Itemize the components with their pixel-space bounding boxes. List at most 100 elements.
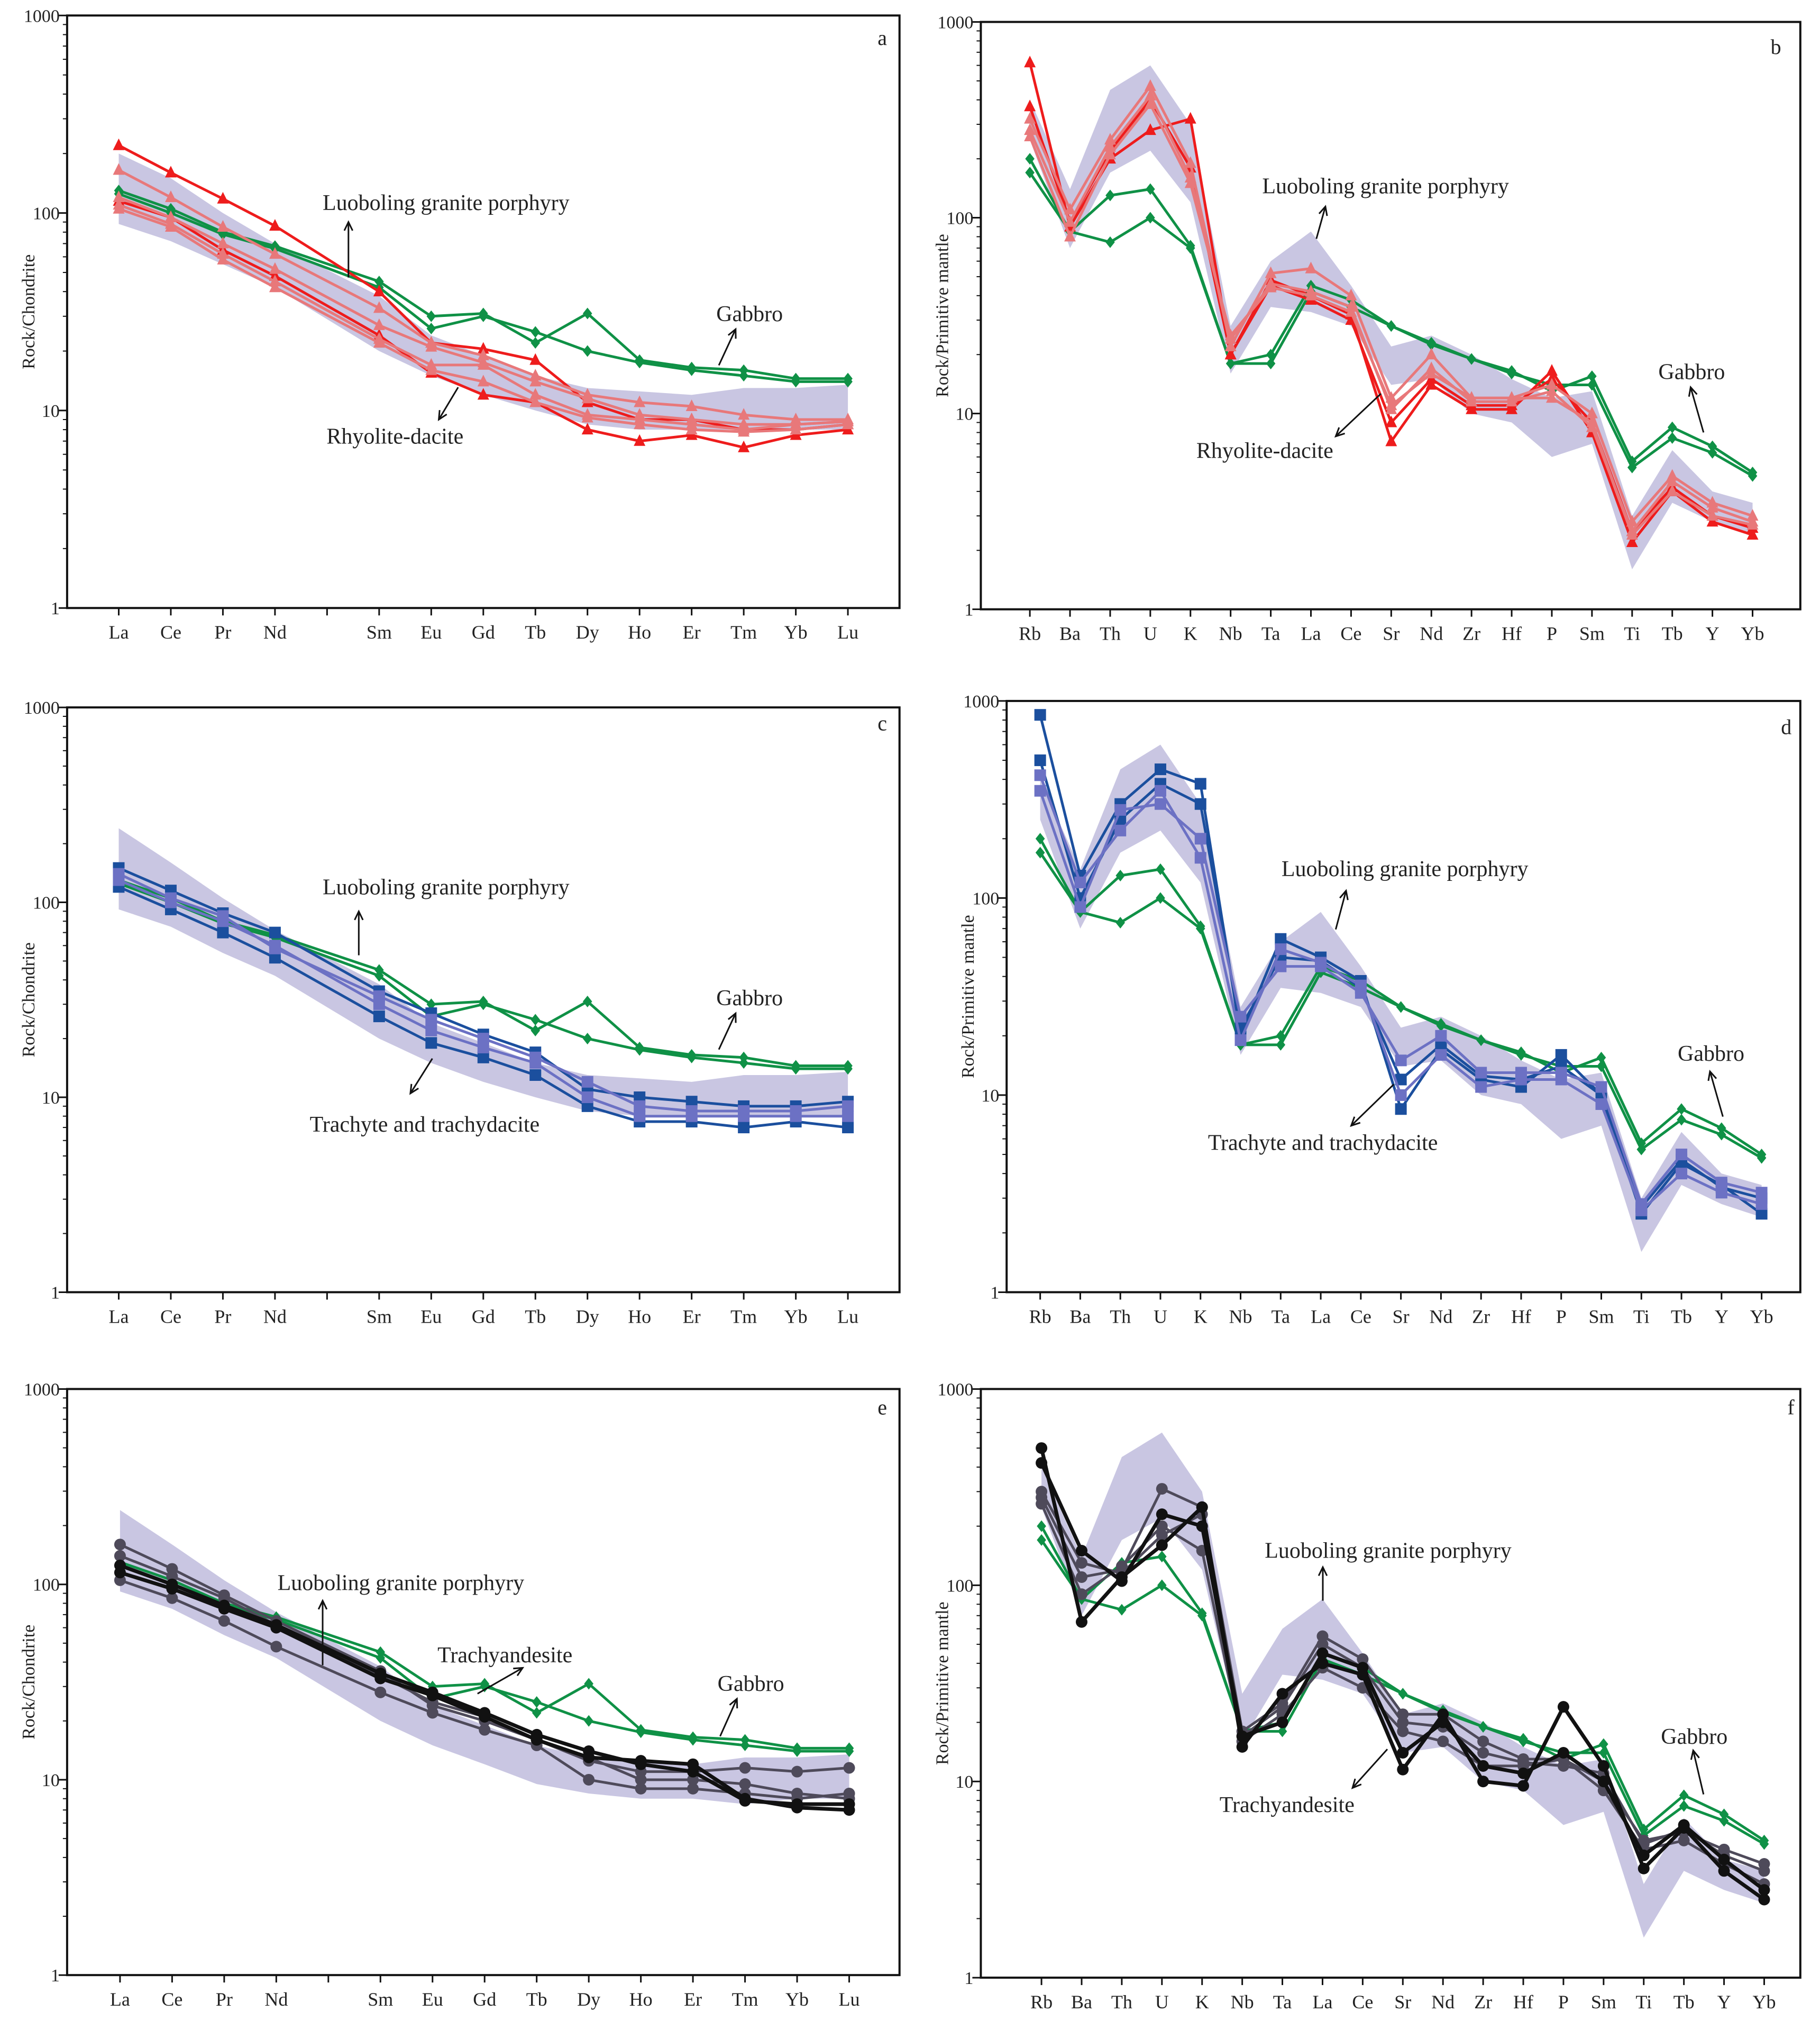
data-point — [1545, 384, 1558, 396]
data-point — [844, 1745, 854, 1757]
data-point — [1517, 1756, 1530, 1769]
data-point — [1104, 140, 1116, 152]
data-point — [842, 1122, 854, 1134]
x-tick-label: Ho — [628, 1306, 651, 1327]
data-point — [1224, 348, 1237, 360]
data-point — [1748, 470, 1758, 482]
data-point — [739, 1792, 751, 1805]
x-tick-label: Dy — [576, 1306, 599, 1327]
series-gabbro — [1037, 1520, 1769, 1846]
annotation-label: Luoboling granite porphyry — [323, 875, 570, 899]
panel-b: 1 10 100 1000 Rock/Primitive mantle Rb Ba Th U K N… — [932, 13, 1801, 644]
annotation-label: Luoboling granite porphyry — [1265, 1539, 1512, 1563]
data-point — [1678, 1819, 1690, 1831]
x-tick-label: Yb — [1741, 623, 1764, 644]
data-point — [479, 1710, 491, 1723]
data-point — [1025, 167, 1035, 179]
data-point — [1225, 358, 1236, 370]
x-tick-label: Sr — [1383, 623, 1400, 644]
y-tick-label: 1000 — [24, 1380, 60, 1399]
data-point — [1758, 1884, 1770, 1896]
data-point — [1666, 474, 1678, 486]
series-rhyolite-dacite — [1024, 97, 1759, 540]
data-point — [426, 310, 436, 322]
data-point — [1396, 1001, 1406, 1013]
data-point — [1706, 509, 1718, 521]
arrowhead-icon — [1351, 1778, 1362, 1789]
data-point — [581, 1100, 593, 1112]
data-point — [269, 280, 281, 293]
data-point — [1196, 1501, 1208, 1513]
x-tick-label: Rb — [1019, 623, 1041, 644]
y-tick-label: 10 — [42, 1088, 60, 1108]
data-point — [1436, 1019, 1446, 1032]
data-point — [791, 1765, 803, 1778]
y-tick-label: 1000 — [963, 692, 999, 712]
data-point — [1154, 785, 1166, 797]
data-point — [1036, 1442, 1048, 1454]
data-point — [164, 210, 177, 222]
data-point — [269, 942, 281, 954]
data-point — [1627, 461, 1637, 474]
data-point — [1275, 943, 1287, 955]
data-point — [1425, 348, 1438, 360]
x-tick-label: Rb — [1030, 1991, 1053, 2013]
data-point — [1305, 288, 1317, 301]
data-point — [1706, 500, 1718, 513]
x-tick-label: Ce — [160, 622, 181, 643]
series-line — [118, 867, 848, 1108]
annotation-arrow — [1335, 393, 1382, 437]
data-point — [1275, 960, 1287, 972]
data-point — [1638, 1862, 1650, 1874]
data-point — [1197, 1609, 1207, 1622]
x-tick-label: Er — [683, 1306, 701, 1327]
x-tick-label: Hf — [1511, 1306, 1531, 1327]
x-tick-label: Tb — [1671, 1306, 1692, 1327]
data-point — [1265, 266, 1277, 278]
data-point — [113, 868, 125, 880]
data-point — [790, 1105, 802, 1117]
annotation-label: Rhyolite-dacite — [326, 425, 463, 449]
y-tick-label: 1000 — [24, 6, 60, 26]
data-point — [634, 417, 646, 430]
data-point — [1157, 1579, 1167, 1591]
annotation-label: Luoboling granite porphyry — [1262, 174, 1509, 198]
x-tick-label: P — [1558, 1991, 1569, 2013]
x-tick-label: Tb — [1673, 1991, 1695, 2013]
x-tick-label: Eu — [422, 1989, 443, 2010]
annotation-label: Gabbro — [1658, 360, 1725, 385]
data-point — [581, 423, 593, 435]
annotation-arrow — [1350, 1084, 1395, 1126]
data-point — [1357, 1662, 1369, 1674]
data-point — [166, 1570, 178, 1582]
data-point — [113, 163, 125, 175]
data-point — [1596, 1060, 1606, 1072]
data-point — [1626, 527, 1638, 540]
data-point — [1075, 1616, 1087, 1628]
x-tick-label: Zr — [1474, 1991, 1492, 2013]
data-point — [582, 995, 592, 1007]
data-point — [1679, 1789, 1689, 1801]
x-tick-label: Lu — [839, 1989, 860, 2010]
y-tick-label: 1 — [964, 600, 973, 620]
data-point — [1075, 1557, 1087, 1569]
data-point — [479, 1724, 491, 1736]
x-tick-label: Rb — [1029, 1306, 1051, 1327]
data-point — [1676, 1168, 1688, 1180]
x-tick-label: Gd — [473, 1989, 496, 2010]
x-tick-label: P — [1556, 1306, 1567, 1327]
data-point — [1036, 1457, 1048, 1469]
x-tick-label: Ce — [1340, 623, 1361, 644]
data-point — [584, 1715, 593, 1727]
series-line — [118, 886, 848, 1129]
data-point — [581, 1091, 593, 1103]
series-trachyandesite — [1036, 1457, 1770, 1896]
data-point — [113, 190, 125, 203]
data-point — [843, 1762, 855, 1774]
data-point — [581, 1076, 593, 1088]
data-point — [635, 1782, 647, 1795]
data-point — [790, 423, 802, 435]
data-point — [1144, 97, 1156, 109]
data-point — [1184, 176, 1196, 188]
